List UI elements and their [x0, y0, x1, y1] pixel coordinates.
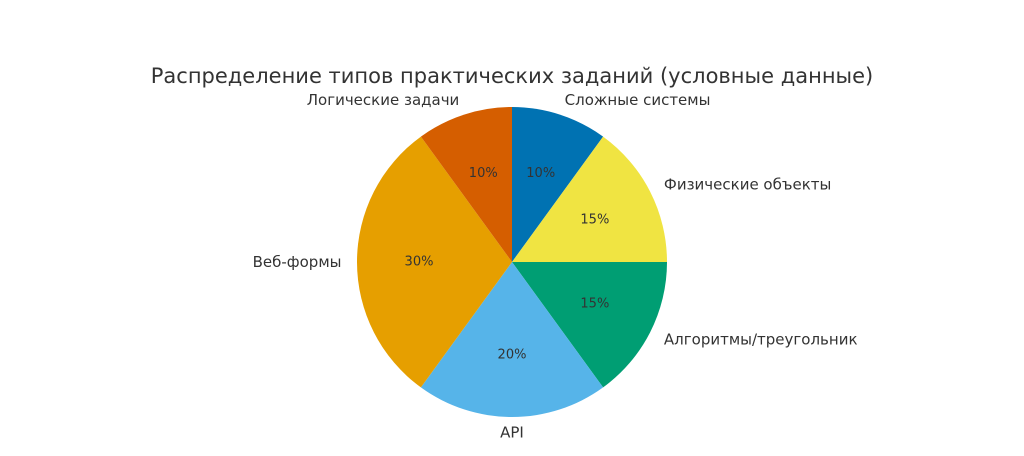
- pie-category-label: Веб-формы: [253, 253, 342, 271]
- pie-pct-label: 10%: [469, 166, 498, 181]
- pie-category-label: Логические задачи: [307, 91, 460, 109]
- chart-title: Распределение типов практических заданий…: [151, 64, 874, 88]
- pie-pct-label: 15%: [580, 212, 609, 227]
- pie-slice-физические-объекты: [512, 136, 667, 262]
- pie-slice-сложные-системы: [512, 107, 604, 262]
- pie-category-label: Алгоритмы/треугольник: [664, 330, 858, 348]
- pie-category-label: Сложные системы: [565, 91, 711, 109]
- pie-pct-label: 10%: [526, 166, 555, 181]
- pie-slice-алгоритмы-треугольник: [512, 262, 667, 388]
- pie-category-label: Физические объекты: [664, 176, 831, 194]
- pie-slice-логические-задачи: [420, 107, 512, 262]
- pie-labels: 10% Сложные системы 15% Физические объекты 1…: [253, 91, 858, 442]
- pie-category-label: API: [500, 424, 524, 442]
- pie-slice-api: [420, 262, 604, 417]
- pie-slices: [356, 107, 667, 417]
- pie-pct-label: 15%: [580, 297, 609, 312]
- pie-slice-веб-формы: [356, 136, 512, 388]
- pie-pct-label: 20%: [498, 348, 527, 363]
- pie-pct-label: 30%: [405, 255, 434, 270]
